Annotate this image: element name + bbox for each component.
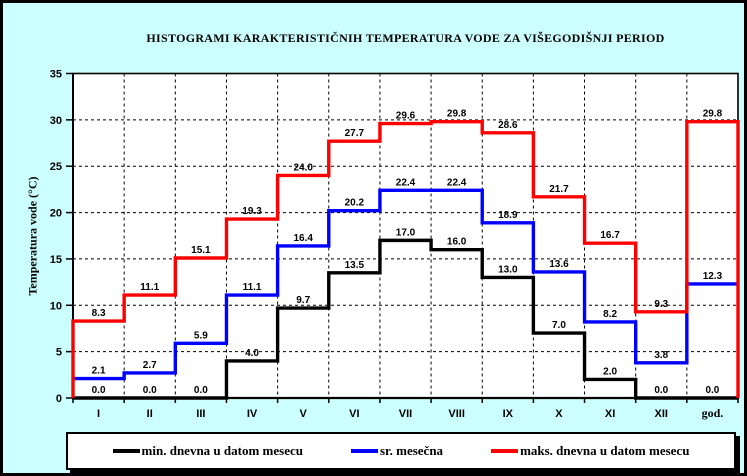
y-ticks: 0 5 10 15 20 25 30 35: [50, 69, 73, 405]
x-ticks: [72, 398, 739, 403]
legend-line-min-icon: [112, 449, 140, 453]
svg-text:5: 5: [56, 347, 62, 359]
svg-text:VII: VII: [399, 408, 412, 420]
legend-item-max: maks. dnevna u datom mesecu: [491, 443, 689, 459]
svg-text:I: I: [97, 408, 100, 420]
svg-text:4.0: 4.0: [245, 348, 259, 359]
svg-text:20: 20: [50, 208, 62, 220]
svg-text:X: X: [555, 408, 563, 420]
svg-text:18.9: 18.9: [498, 210, 518, 221]
svg-text:13.0: 13.0: [498, 264, 518, 275]
svg-text:0.0: 0.0: [92, 385, 106, 396]
svg-text:16.4: 16.4: [293, 233, 313, 244]
svg-text:9.3: 9.3: [654, 299, 668, 310]
svg-text:VI: VI: [349, 408, 359, 420]
svg-text:16.7: 16.7: [600, 230, 620, 241]
svg-text:11.1: 11.1: [243, 282, 262, 293]
svg-text:IV: IV: [247, 408, 258, 420]
svg-text:29.8: 29.8: [703, 109, 723, 120]
series-line-2: [71, 120, 740, 398]
svg-text:2.0: 2.0: [603, 366, 617, 377]
series-line-0: [73, 238, 738, 400]
svg-text:29.8: 29.8: [447, 109, 467, 120]
svg-text:17.0: 17.0: [396, 227, 416, 238]
svg-text:II: II: [147, 408, 153, 420]
svg-text:35: 35: [50, 69, 62, 81]
svg-text:28.6: 28.6: [498, 120, 518, 131]
legend-label-min: min. dnevna u datom mesecu: [141, 443, 303, 458]
svg-text:29.6: 29.6: [396, 111, 416, 122]
svg-text:VIII: VIII: [448, 408, 465, 420]
svg-text:12.3: 12.3: [703, 271, 723, 282]
h-gridlines: [73, 119, 738, 353]
svg-text:3.8: 3.8: [654, 350, 668, 361]
legend-line-mean-icon: [350, 449, 378, 453]
svg-text:XI: XI: [605, 408, 615, 420]
svg-text:9.7: 9.7: [296, 295, 310, 306]
svg-text:XII: XII: [655, 408, 668, 420]
legend-label-max: maks. dnevna u datom mesecu: [520, 443, 690, 458]
svg-text:0: 0: [56, 393, 62, 405]
svg-text:0.0: 0.0: [143, 385, 157, 396]
svg-text:0.0: 0.0: [654, 385, 668, 396]
svg-text:21.7: 21.7: [549, 184, 569, 195]
legend-label-mean: sr. mesečna: [379, 443, 444, 458]
legend-item-mean: sr. mesečna: [350, 443, 444, 459]
svg-text:30: 30: [50, 115, 62, 127]
svg-text:27.7: 27.7: [345, 128, 365, 139]
x-category-labels: I II III IV V VI VII VIII IX X XI XII god.: [97, 406, 723, 420]
chart-title: HISTOGRAMI KARAKTERISTIČNIH TEMPERATURA …: [146, 31, 665, 45]
svg-text:19.3: 19.3: [242, 206, 262, 217]
legend-line-max-icon: [491, 449, 519, 453]
svg-text:III: III: [196, 408, 205, 420]
svg-text:25: 25: [50, 161, 62, 173]
svg-text:god.: god.: [702, 406, 724, 420]
svg-text:22.4: 22.4: [396, 177, 416, 188]
chart-legend: min. dnevna u datom mesecu sr. mesečna m…: [66, 432, 736, 470]
svg-text:15.1: 15.1: [191, 245, 211, 256]
svg-text:20.2: 20.2: [345, 198, 365, 209]
svg-text:0.0: 0.0: [705, 385, 719, 396]
svg-text:8.3: 8.3: [92, 308, 106, 319]
legend-item-min: min. dnevna u datom mesecu: [112, 443, 303, 459]
svg-text:22.4: 22.4: [447, 177, 467, 188]
svg-text:2.1: 2.1: [92, 366, 106, 377]
svg-text:7.0: 7.0: [552, 320, 566, 331]
svg-text:8.2: 8.2: [603, 309, 617, 320]
svg-text:V: V: [300, 408, 308, 420]
svg-text:10: 10: [50, 300, 62, 312]
svg-text:13.5: 13.5: [345, 260, 365, 271]
svg-text:5.9: 5.9: [194, 330, 208, 341]
svg-text:IX: IX: [503, 408, 514, 420]
data-labels: 0.0 0.0 0.0 4.0 9.7 13.5 17.0 16.0 13.0 7.0 2.0 0.0…: [92, 109, 723, 396]
svg-text:11.1: 11.1: [140, 282, 159, 293]
svg-text:2.7: 2.7: [143, 360, 157, 371]
series-line-1: [73, 188, 738, 381]
svg-text:24.0: 24.0: [293, 162, 313, 173]
svg-text:13.6: 13.6: [549, 259, 569, 270]
svg-text:0.0: 0.0: [194, 385, 208, 396]
svg-text:16.0: 16.0: [447, 237, 467, 248]
svg-text:15: 15: [50, 254, 62, 266]
